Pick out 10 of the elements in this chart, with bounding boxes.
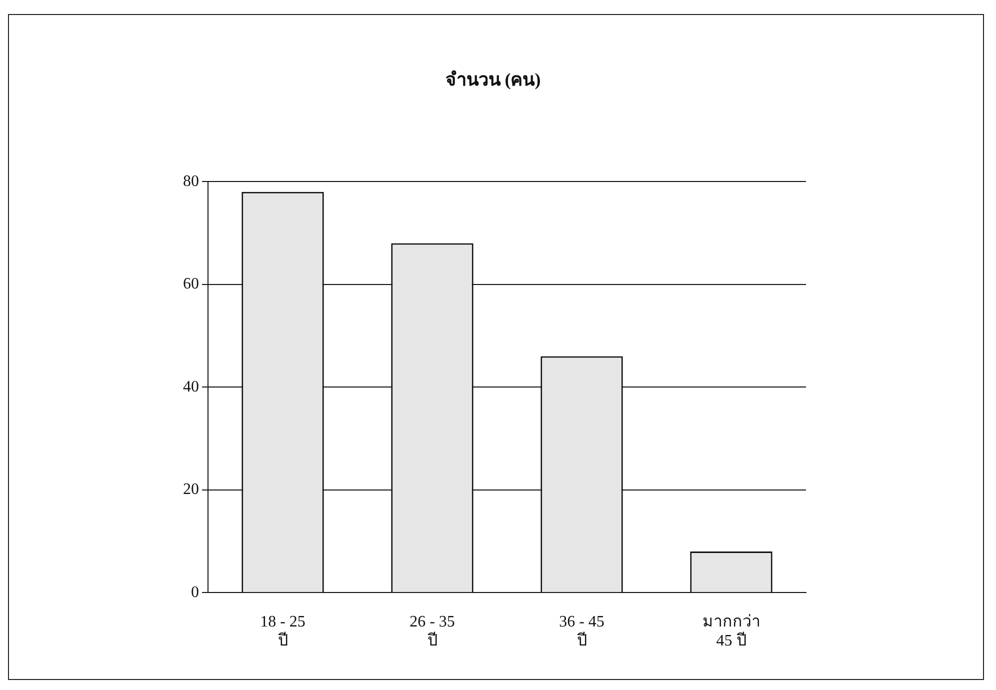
- x-tick-label: 36 - 45 ปี: [559, 613, 604, 650]
- y-tick-label: 80: [183, 172, 199, 190]
- x-tick-label: มากกว่า 45 ปี: [702, 613, 760, 650]
- x-tick-label: 18 - 25 ปี: [260, 613, 306, 650]
- y-tick-label: 40: [183, 378, 199, 396]
- y-tick-label: 60: [183, 276, 199, 293]
- x-tick-label: 26 - 35 ปี: [410, 613, 455, 650]
- y-tick-label: 0: [191, 584, 199, 601]
- y-tick-label: 20: [183, 481, 199, 498]
- chart-title: จำนวน (คน): [445, 69, 541, 90]
